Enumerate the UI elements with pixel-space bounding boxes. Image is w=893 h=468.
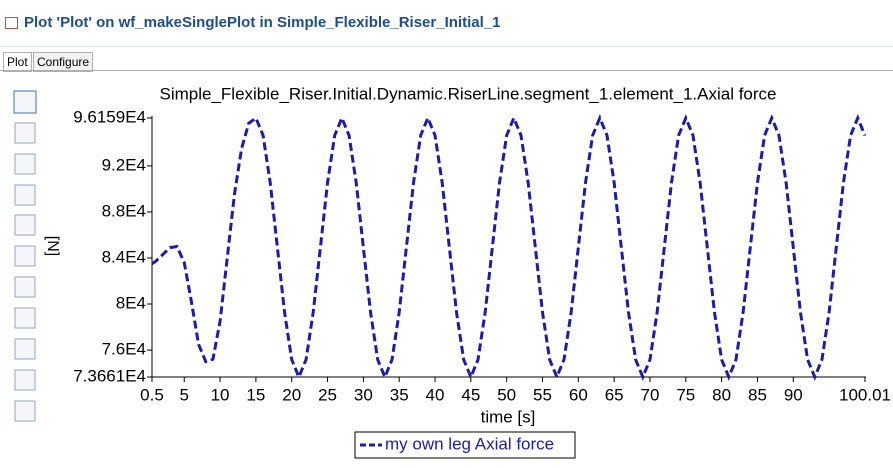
x-tick-label: 25 <box>318 385 337 404</box>
y-tick-label: 8.8E4 <box>102 201 146 220</box>
x-tick-label: 20 <box>282 385 301 404</box>
tool-button[interactable] <box>14 307 36 329</box>
toolbar <box>13 90 37 422</box>
y-tick-label: 7.3661E4 <box>73 366 146 385</box>
legend-box <box>354 431 576 459</box>
x-axis-label: time [s] <box>481 407 536 426</box>
x-tick-label: 0.5 <box>140 385 164 404</box>
x-tick-label: 30 <box>354 385 373 404</box>
tool-button[interactable] <box>14 214 36 236</box>
x-tick-label: 55 <box>533 385 552 404</box>
tool-button[interactable] <box>14 153 36 175</box>
window-title: Plot 'Plot' on wf_makeSinglePlot in Simp… <box>24 14 501 31</box>
y-tick-label: 7.6E4 <box>102 340 146 359</box>
tool-button[interactable] <box>14 400 36 422</box>
y-axis-label: [N] <box>44 236 61 256</box>
window-icon <box>5 17 18 29</box>
tool-button[interactable] <box>13 90 37 114</box>
legend-label: my own leg Axial force <box>385 434 554 453</box>
y-tick-label: 9.6159E4 <box>73 107 146 126</box>
x-tick-label: 75 <box>676 385 695 404</box>
x-tick-label: 90 <box>784 385 803 404</box>
tool-button[interactable] <box>14 338 36 360</box>
x-tick-label: 70 <box>641 385 660 404</box>
title-bar: Plot 'Plot' on wf_makeSinglePlot in Simp… <box>0 0 893 47</box>
x-tick-label: 40 <box>426 385 445 404</box>
tool-button[interactable] <box>14 245 36 267</box>
x-tick-label: 5 <box>180 385 189 404</box>
tab[interactable]: Plot <box>3 52 32 72</box>
x-tick-label: 35 <box>390 385 409 404</box>
y-tick-label: 9.2E4 <box>102 155 146 174</box>
data-line <box>151 114 867 381</box>
x-tick-label: 65 <box>605 385 624 404</box>
legend: my own leg Axial force <box>354 431 576 459</box>
y-tick-label: 8E4 <box>116 294 146 313</box>
x-tick-label: 15 <box>246 385 265 404</box>
x-tick-label: 10 <box>211 385 230 404</box>
tab[interactable]: Configure <box>33 52 94 72</box>
x-tick-label: 85 <box>748 385 767 404</box>
chart-title: Simple_Flexible_Riser.Initial.Dynamic.Ri… <box>159 84 776 103</box>
x-tick-label: 100.01 <box>839 385 891 404</box>
x-tick-label: 60 <box>569 385 588 404</box>
x-tick-label: 80 <box>712 385 731 404</box>
tool-button[interactable] <box>14 276 36 298</box>
tool-button[interactable] <box>14 184 36 206</box>
x-tick-label: 45 <box>461 385 480 404</box>
tool-button[interactable] <box>14 122 36 144</box>
tool-button[interactable] <box>14 369 36 391</box>
x-tick-label: 50 <box>497 385 516 404</box>
y-tick-label: 8.4E4 <box>102 247 146 266</box>
tab-divider <box>0 70 893 71</box>
